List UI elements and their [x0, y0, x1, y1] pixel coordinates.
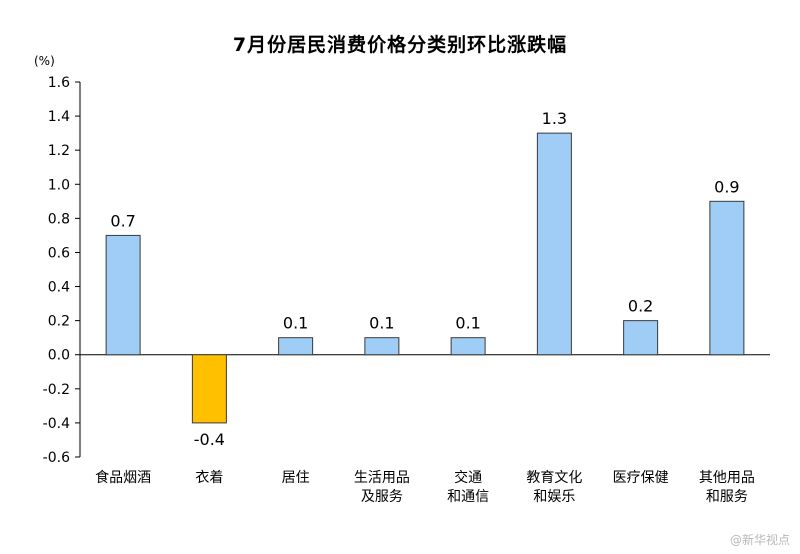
bar [105, 234, 141, 356]
x-tick-label: 和通信 [447, 489, 489, 505]
bar [450, 337, 486, 356]
x-tick-label: 和服务 [706, 489, 748, 505]
x-tick-label: 和娱乐 [533, 489, 575, 505]
y-tick-label: -0.2 [43, 382, 70, 398]
x-tick-label: 及服务 [361, 489, 403, 505]
x-tick-label: 教育文化 [526, 470, 582, 486]
y-tick-label: 1.6 [48, 75, 70, 91]
y-tick-label: 0.8 [48, 211, 70, 227]
chart-title: 7月份居民消费价格分类别环比涨跌幅 [232, 34, 568, 56]
watermark: @新华视点 [729, 533, 790, 547]
x-tick-label: 衣着 [195, 470, 223, 486]
x-tick-label: 医疗保健 [613, 470, 669, 486]
bar [278, 337, 314, 356]
bar [364, 337, 400, 356]
y-tick-label: 0.6 [48, 245, 70, 261]
data-label: 0.1 [283, 314, 308, 333]
y-tick-label: -0.6 [43, 450, 70, 466]
x-tick-label: 食品烟酒 [95, 469, 151, 486]
x-tick-label: 居住 [282, 470, 310, 486]
data-label: 0.2 [628, 297, 653, 316]
y-tick-label: 0.2 [48, 314, 70, 330]
data-label: 0.1 [455, 314, 480, 333]
y-axis-unit: (%) [34, 54, 55, 68]
data-label: 0.1 [369, 314, 394, 333]
x-tick-label: 其他用品 [699, 470, 755, 486]
data-label: -0.4 [194, 430, 225, 449]
y-tick-label: 1.4 [48, 109, 70, 125]
bar [536, 132, 572, 356]
x-tick-label: 交通 [454, 469, 482, 486]
y-tick-label: 1.2 [48, 143, 70, 159]
bar [623, 320, 659, 356]
y-tick-label: 0.0 [48, 348, 70, 364]
bar [191, 354, 227, 424]
data-label: 0.7 [110, 211, 135, 230]
y-tick-label: 0.4 [48, 280, 70, 296]
data-label: 1.3 [542, 109, 567, 128]
x-tick-label: 生活用品 [354, 470, 410, 486]
y-tick-label: -0.4 [43, 416, 70, 432]
y-tick-label: 1.0 [48, 177, 70, 193]
data-label: 0.9 [714, 177, 739, 196]
bar [709, 200, 745, 356]
